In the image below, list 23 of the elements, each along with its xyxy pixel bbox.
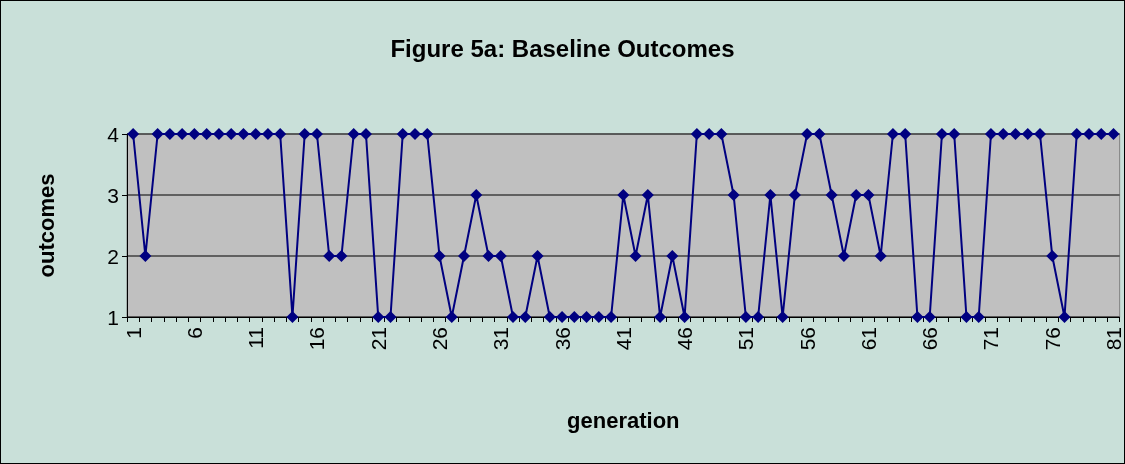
y-tick-label: 3 (107, 183, 119, 207)
y-tick-label: 4 (107, 122, 120, 146)
x-tick-label: 21 (366, 327, 390, 351)
x-tick-label: 36 (550, 327, 574, 351)
x-tick-label: 6 (182, 327, 206, 339)
x-tick-label: 76 (1040, 327, 1064, 351)
x-tick-label: 41 (611, 327, 635, 351)
x-tick-label: 56 (795, 327, 819, 351)
x-tick-label: 66 (918, 327, 942, 351)
y-axis-title: outcomes (33, 173, 59, 278)
x-tick-label: 11 (244, 327, 268, 349)
x-tick-label: 71 (979, 327, 1003, 351)
x-tick-label: 31 (489, 327, 513, 351)
x-tick-label: 26 (428, 327, 451, 351)
x-tick-label: 16 (305, 327, 329, 351)
x-axis-title: generation (567, 407, 680, 433)
x-tick-label: 1 (121, 327, 145, 339)
x-tick-label: 61 (856, 327, 880, 351)
chart-title: Figure 5a: Baseline Outcomes (390, 34, 735, 62)
x-tick-label: 46 (673, 327, 697, 351)
x-tick-label: 81 (1102, 327, 1125, 351)
x-tick-label: 51 (734, 327, 758, 351)
y-tick-label: 2 (107, 244, 119, 268)
